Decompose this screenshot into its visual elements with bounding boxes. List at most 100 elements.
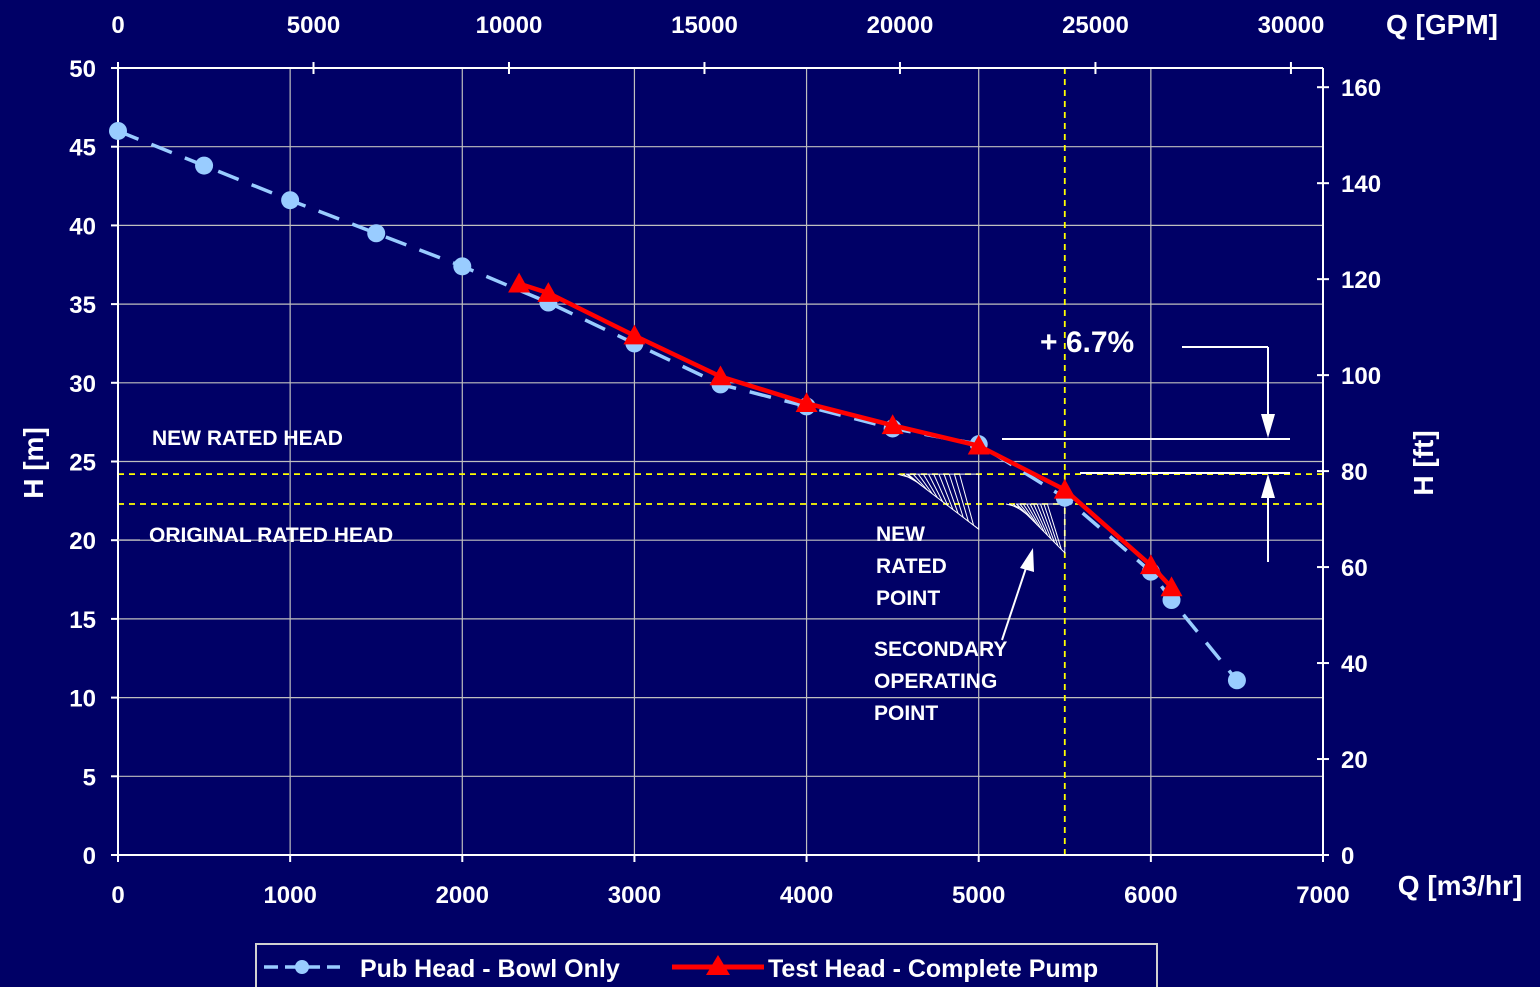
legend: Pub Head - Bowl Only Test Head - Complete…: [255, 943, 1158, 987]
hatch-line: [1036, 503, 1052, 540]
y-tick-label: 35: [69, 292, 96, 319]
gridlines: [117, 67, 1324, 856]
data-point: [109, 121, 127, 140]
new-rated-head-label: NEW RATED HEAD: [152, 427, 343, 450]
new-rated-point-label: NEW: [876, 523, 925, 546]
secondary-arrow-line: [1001, 561, 1029, 641]
hatch-line: [1043, 503, 1059, 546]
right-tick-label: 80: [1341, 459, 1368, 486]
secondary-operating-point-label: OPERATING: [874, 670, 997, 693]
data-point: [537, 282, 560, 302]
percent-increase-label: + 6.7%: [1040, 326, 1134, 359]
axes: 0 1000 2000 3000 4000 5000 6000 700005101520253…: [18, 9, 1522, 909]
right-tick-label: 60: [1341, 555, 1368, 582]
x-axis-label: Q [m3/hr]: [1398, 870, 1522, 901]
data-point: [1227, 671, 1246, 690]
legend-label-pub: Pub Head - Bowl Only: [360, 955, 620, 983]
right-tick-label: 140: [1341, 171, 1381, 198]
x-tick-label: 7000: [1296, 882, 1349, 909]
legend-label-test: Test Head - Complete Pump: [768, 955, 1098, 983]
data-point: [195, 156, 214, 175]
right-tick-label: 20: [1341, 747, 1368, 774]
data-series: [109, 121, 1246, 690]
data-point: [453, 257, 472, 276]
y-tick-label: 20: [69, 528, 96, 555]
y-tick-label: 5: [83, 764, 96, 791]
top-tick-label: 30000: [1258, 12, 1325, 39]
hatch-line: [917, 473, 933, 495]
hatch-line: [922, 473, 938, 498]
hatch-line: [943, 473, 959, 514]
series-line: [117, 129, 1239, 682]
hatch-markers: [897, 473, 1066, 555]
data-point: [367, 224, 386, 243]
dim-arrow-down: [1261, 414, 1275, 438]
hatch-line: [948, 473, 964, 518]
right-tick-label: 100: [1341, 363, 1381, 390]
y-tick-label: 15: [69, 607, 96, 634]
top-axis-label: Q [GPM]: [1386, 9, 1498, 40]
data-point: [1160, 576, 1183, 597]
original-rated-head-label: ORIGINAL RATED HEAD: [149, 524, 393, 547]
x-tick-label: 5000: [952, 882, 1005, 909]
hatch-line: [1026, 503, 1042, 529]
data-point: [623, 324, 646, 345]
secondary-arrow-head: [1020, 548, 1034, 572]
series-pub-head: [109, 121, 1246, 690]
hatch-line: [1029, 503, 1045, 533]
y-tick-label: 30: [69, 371, 96, 398]
y-tick-label: 45: [69, 135, 96, 162]
hatch-line: [907, 473, 923, 487]
hatch-outline: [904, 473, 980, 531]
dim-arrow-up: [1261, 474, 1275, 498]
secondary-operating-point-label: SECONDARY: [874, 638, 1007, 661]
y-tick-label: 40: [69, 213, 96, 240]
right-tick-label: 120: [1341, 267, 1381, 294]
y-tick-label: 10: [69, 686, 96, 713]
data-point: [1139, 554, 1162, 575]
data-point: [1053, 478, 1076, 499]
hatch-line: [1033, 503, 1049, 536]
right-tick-label: 0: [1341, 843, 1354, 870]
top-tick-label: 25000: [1062, 12, 1129, 39]
x-tick-label: 6000: [1124, 882, 1177, 909]
series-line: [518, 281, 1174, 589]
data-point: [709, 365, 732, 386]
hatch-line: [1022, 503, 1038, 526]
new-rated-point-label: POINT: [876, 587, 940, 610]
x-tick-label: 4000: [780, 882, 833, 909]
hatch-line: [1016, 503, 1031, 519]
x-tick-label: 0: [111, 882, 124, 909]
hatch-line: [953, 473, 969, 522]
legend-marker-test: [706, 955, 730, 975]
hatch-line: [1046, 503, 1062, 550]
secondary-point-hatch: [1005, 503, 1066, 555]
right-tick-label: 160: [1341, 75, 1381, 102]
annotations: NEW RATED HEAD ORIGINAL RATED HEAD NEW RATE…: [118, 326, 1290, 725]
top-tick-label: 15000: [671, 12, 738, 39]
series-test-head: [508, 272, 1183, 597]
x-tick-label: 3000: [608, 882, 661, 909]
top-tick-label: 0: [111, 12, 124, 39]
y-axis-label: H [m]: [18, 427, 49, 499]
hatch-line: [928, 473, 944, 502]
right-tick-label: 40: [1341, 651, 1368, 678]
y-tick-label: 25: [69, 450, 96, 477]
new-rated-point-hatch: [897, 473, 980, 531]
data-point: [967, 434, 990, 455]
top-tick-label: 5000: [287, 12, 340, 39]
top-tick-label: 10000: [476, 12, 543, 39]
x-tick-label: 1000: [263, 882, 316, 909]
hatch-line: [1039, 503, 1055, 543]
data-point: [508, 272, 531, 293]
y-tick-label: 50: [69, 56, 96, 83]
y-right-axis-label: H [ft]: [1408, 430, 1439, 495]
hatch-line: [912, 473, 928, 491]
new-rated-point-label: RATED: [876, 555, 947, 578]
reference-lines: [118, 68, 1323, 855]
data-point: [281, 191, 300, 210]
secondary-operating-point-label: POINT: [874, 702, 938, 725]
x-tick-label: 2000: [436, 882, 489, 909]
y-tick-label: 0: [83, 843, 96, 870]
